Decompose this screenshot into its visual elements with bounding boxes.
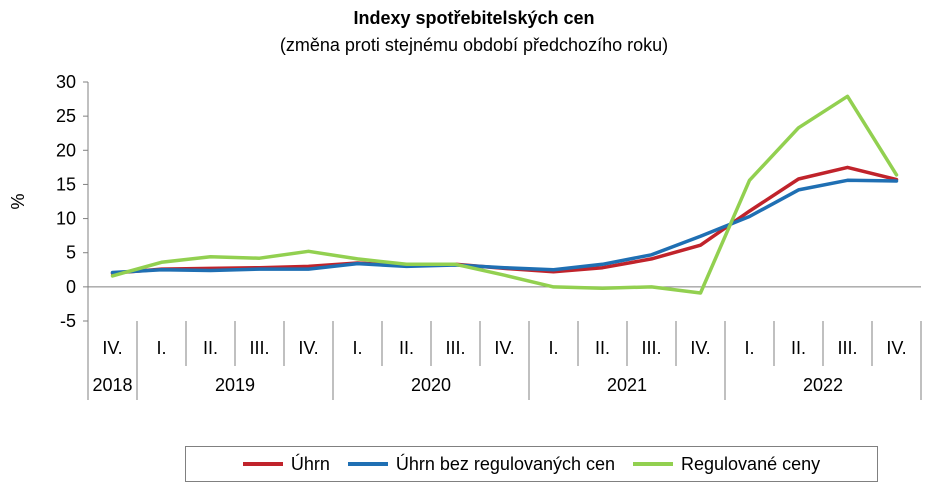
chart-subtitle: (změna proti stejnému období předchozího…	[279, 35, 669, 55]
quarter-label: IV.	[886, 338, 906, 358]
y-tick-label: 5	[66, 243, 76, 263]
year-label: 2020	[411, 375, 451, 395]
series-line-3	[110, 94, 899, 295]
y-tick-label: 20	[56, 140, 76, 160]
quarter-label: II.	[791, 338, 806, 358]
year-label: 2019	[215, 375, 255, 395]
quarter-label: II.	[595, 338, 610, 358]
legend: Úhrn Úhrn bez regulovaných cen Regulovan…	[185, 446, 878, 482]
quarter-label: IV.	[298, 338, 318, 358]
legend-label-regulovane: Regulované ceny	[681, 453, 821, 474]
quarter-label: IV.	[690, 338, 710, 358]
quarter-label: I.	[744, 338, 754, 358]
y-tick-label: 0	[66, 277, 76, 297]
legend-swatch-uhrn	[242, 462, 283, 466]
year-label: 2021	[607, 375, 647, 395]
series-line-2	[110, 178, 899, 275]
y-axis-label: %	[8, 193, 28, 209]
legend-swatch-regulovane	[633, 462, 674, 466]
y-tick-label: 15	[56, 174, 76, 194]
quarter-label: II.	[399, 338, 414, 358]
quarter-label: III.	[641, 338, 661, 358]
legend-item-uhrn: Úhrn	[242, 453, 330, 475]
quarter-label: I.	[156, 338, 166, 358]
legend-item-regulovane: Regulované ceny	[633, 454, 820, 475]
quarter-label: II.	[203, 338, 218, 358]
quarter-label: III.	[249, 338, 269, 358]
legend-label-uhrn-bez-reg: Úhrn bez regulovaných cen	[395, 453, 616, 474]
y-tick-label: 10	[56, 209, 76, 229]
quarter-label: I.	[352, 338, 362, 358]
y-tick-label: 25	[56, 106, 76, 126]
y-tick-label: -5	[60, 311, 76, 331]
quarter-label: I.	[548, 338, 558, 358]
y-tick-label: 30	[56, 72, 76, 92]
quarter-label: IV.	[102, 338, 122, 358]
quarter-label: III.	[445, 338, 465, 358]
legend-swatch-uhrn-bez-reg	[347, 462, 388, 466]
legend-label-uhrn: Úhrn	[290, 453, 330, 474]
quarter-label: IV.	[494, 338, 514, 358]
year-label: 2022	[803, 375, 843, 395]
legend-item-uhrn-bez-reg: Úhrn bez regulovaných cen	[347, 453, 616, 475]
quarter-label: III.	[837, 338, 857, 358]
year-label: 2018	[92, 375, 132, 395]
chart-title: Indexy spotřebitelských cen	[353, 8, 595, 28]
